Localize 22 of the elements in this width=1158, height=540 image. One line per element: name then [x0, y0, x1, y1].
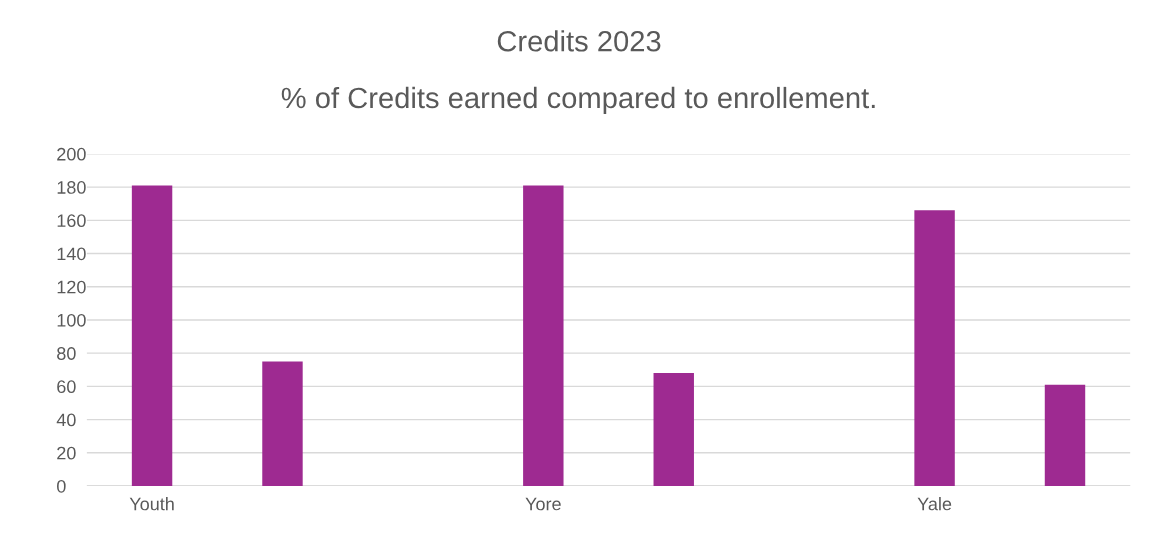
y-tick-label: 40 — [56, 413, 76, 427]
x-tick-label: Yore — [525, 497, 561, 511]
y-tick-label: 200 — [57, 147, 86, 161]
bar — [1044, 384, 1086, 486]
y-tick-label: 120 — [57, 280, 86, 294]
bar — [653, 373, 694, 486]
y-tick-label: 180 — [57, 181, 86, 194]
y-tick-label: 160 — [57, 214, 86, 228]
y-tick-label: 100 — [57, 313, 86, 327]
y-tick-label: 0 — [57, 479, 66, 493]
chart-subtitle: % of Credits earned compared to enrollement. — [281, 86, 875, 115]
bar — [523, 185, 564, 486]
bar — [914, 210, 955, 486]
x-tick-label: Youth — [129, 497, 174, 511]
y-tick-label: 140 — [57, 247, 86, 261]
y-tick-label: 80 — [57, 347, 76, 360]
y-tick-label: 60 — [57, 380, 76, 394]
x-tick-label: Yale — [917, 497, 952, 511]
bar — [262, 361, 303, 486]
chart-title: Credits 2023 — [497, 30, 661, 52]
bar — [131, 185, 173, 486]
y-tick-label: 20 — [57, 446, 76, 460]
